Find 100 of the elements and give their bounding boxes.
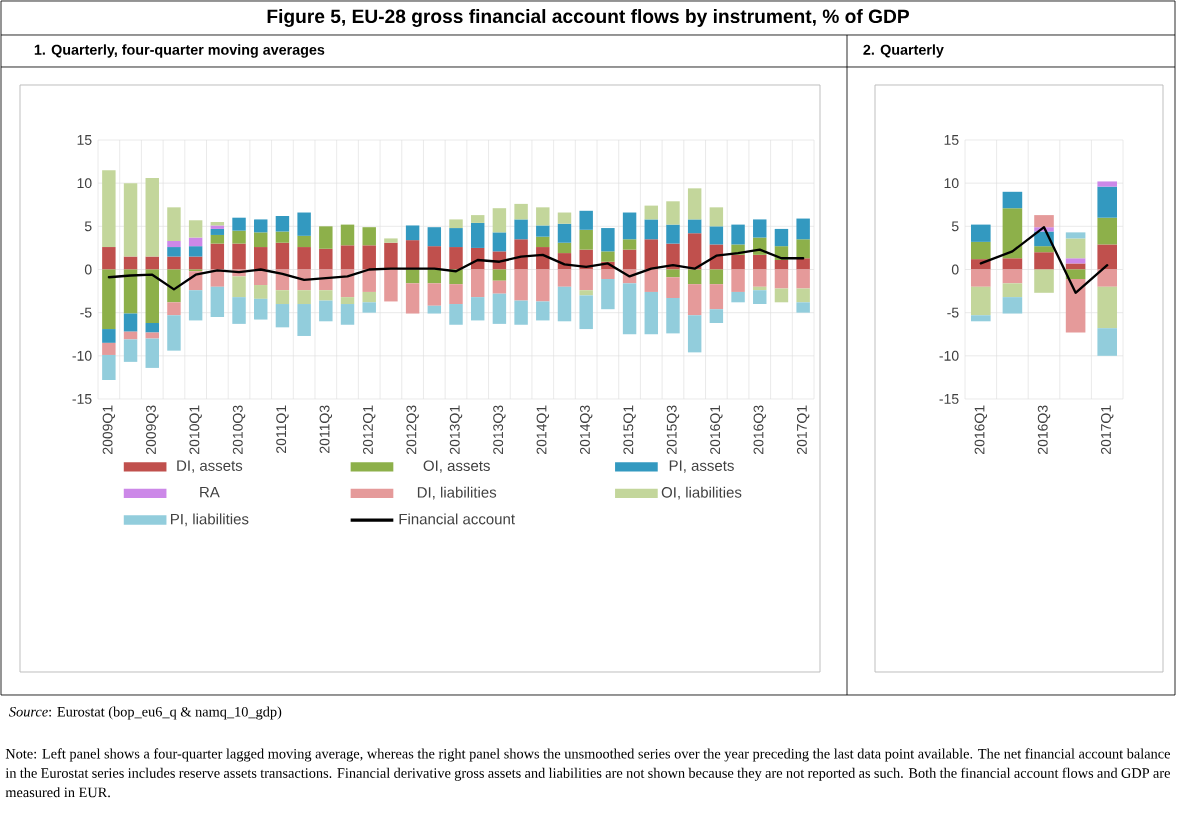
bar [449, 304, 463, 325]
bar [644, 205, 658, 220]
legend-label: PI, liabilities [171, 513, 249, 527]
bar [319, 290, 333, 301]
x-tick-label: 2013Q1 [449, 405, 463, 454]
bar [297, 290, 311, 305]
bar [536, 301, 550, 321]
bar [687, 269, 702, 285]
bar [1002, 208, 1023, 259]
bar [579, 210, 593, 230]
bar [167, 269, 181, 303]
bar [1097, 186, 1118, 218]
y-tick-label: 0 [951, 264, 959, 275]
bar [123, 183, 138, 257]
bar [254, 285, 268, 299]
bar [971, 315, 991, 322]
bar [731, 291, 745, 303]
bar [362, 245, 376, 270]
bar [297, 304, 311, 336]
bar [579, 229, 593, 250]
bar [340, 245, 355, 270]
x-tick-label: 2010Q1 [189, 405, 202, 454]
y-tick-label: -5 [80, 307, 92, 318]
bar [297, 235, 311, 248]
x-tick-label: 2010Q3 [232, 405, 246, 454]
y-tick-label: -15 [939, 394, 959, 404]
bar [971, 224, 991, 242]
bar [601, 278, 615, 310]
bar [1065, 232, 1086, 239]
bar [557, 223, 572, 243]
x-tick-label: 2011Q1 [276, 405, 289, 453]
bar [753, 290, 767, 305]
bar [102, 329, 116, 343]
bar [319, 300, 333, 322]
bar [102, 247, 116, 270]
x-tick-label: 2011Q3 [319, 405, 333, 453]
bar [731, 254, 745, 270]
y-tick-label: 5 [951, 221, 959, 232]
bar [536, 207, 550, 226]
bar [536, 236, 550, 248]
x-tick-label: 2016Q3 [1037, 405, 1051, 454]
bar [384, 242, 398, 270]
x-tick-label: 2012Q3 [406, 405, 419, 454]
x-tick-label: 2009Q3 [146, 405, 159, 454]
y-tick-label: -5 [947, 307, 959, 318]
y-tick-label: 10 [77, 178, 92, 189]
bar [145, 269, 159, 324]
legend-label: OI, assets [423, 460, 490, 473]
bar [971, 269, 991, 287]
bar [536, 269, 550, 302]
bar [731, 269, 745, 292]
bar [644, 219, 658, 240]
bar [666, 243, 680, 270]
bar [427, 227, 442, 247]
bar [622, 239, 637, 250]
bar [774, 288, 789, 303]
bar [666, 201, 680, 225]
y-tick-label: -10 [72, 350, 92, 361]
bar [167, 302, 181, 316]
bar [796, 258, 810, 270]
bar [167, 256, 181, 270]
bar [1065, 258, 1086, 264]
bar [774, 228, 789, 247]
legend-label: DI, assets [177, 460, 243, 473]
bar [557, 286, 572, 322]
bar [536, 225, 550, 237]
bar [232, 243, 246, 270]
x-tick-label: 2016Q1 [974, 405, 988, 454]
bar [232, 297, 246, 324]
bar [753, 269, 767, 287]
bar [687, 315, 702, 353]
bar [405, 283, 420, 314]
bar [449, 228, 463, 248]
bar [145, 256, 159, 270]
x-tick-label: 2014Q3 [579, 405, 593, 454]
bar [427, 269, 442, 284]
x-tick-label: 2016Q3 [753, 405, 766, 454]
bar [167, 241, 181, 248]
bar [210, 228, 225, 235]
bar [1002, 269, 1023, 284]
bar [753, 219, 767, 238]
legend-label: RA [200, 486, 220, 498]
bar [1034, 269, 1054, 293]
bar [514, 269, 528, 301]
bar [1034, 246, 1054, 253]
bar [644, 291, 658, 335]
bar [470, 297, 485, 321]
bar [622, 212, 637, 240]
y-tick-label: 0 [84, 264, 92, 275]
bar [297, 247, 311, 270]
bar [579, 290, 593, 296]
bar [275, 290, 290, 305]
bar [536, 247, 550, 270]
bar [362, 302, 376, 313]
text: Note: Left panel shows a four-quarter lagged moving average, whereas the right panel shows the unsmoothed series over the year preceding the last data point available. The net financial account balance in the Eurostat series includes reserve assets transactions. Financial derivative gross assets and liabilities are not shown because they are not reported as such. Both the financial account flows and GDP are measured in EUR. [5, 748, 1170, 798]
bar [796, 218, 810, 240]
bar [666, 224, 680, 244]
x-tick-label: 2015Q1 [623, 405, 636, 454]
bar [601, 269, 615, 279]
bar [1097, 244, 1118, 270]
